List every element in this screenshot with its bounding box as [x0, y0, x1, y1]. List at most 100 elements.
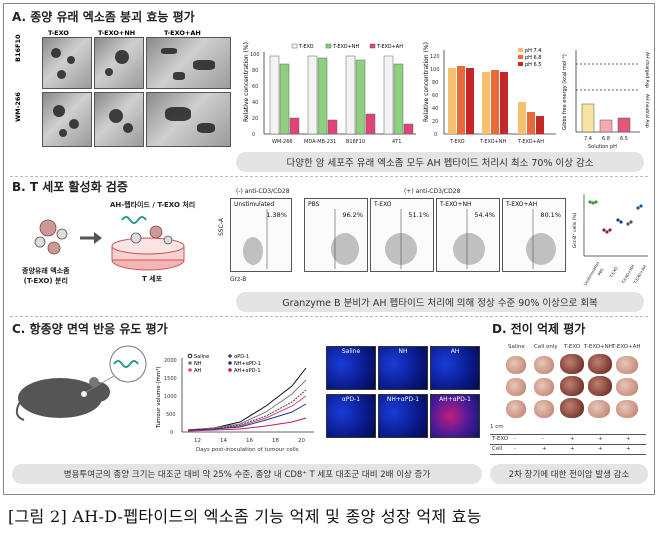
scatter-xlabel: PBS [597, 267, 605, 277]
tumour-ytick: 2000 [164, 358, 177, 364]
lung-image [560, 376, 584, 396]
lung-cell: + [570, 436, 575, 442]
tumour-ytick: 0 [170, 430, 173, 436]
section-d-caption: 2차 장기에 대한 전이암 발생 감소 [490, 464, 648, 484]
tumour-volume-chart: Tumour volume (mm³) 0 500 1000 1500 2000… [155, 353, 314, 453]
figure-caption: [그림 2] AH-D-펩타이드의 엑소좀 기능 억제 및 종양 성장 억제 효… [8, 507, 482, 526]
chart2-ytick: 80 [432, 80, 438, 86]
microscopy-label: NH [398, 348, 408, 355]
chart2-xlabel: T-EXO+AH [517, 139, 544, 145]
chart2-ytick: 20 [432, 119, 438, 125]
chart1-xlabel: 4T1 [392, 139, 401, 145]
chart2-legend: pH 6.8 [525, 55, 541, 61]
section-b-title: B. T 세포 활성화 검증 [12, 180, 128, 194]
flow-ylabel: SSC-A [218, 218, 225, 236]
flow-panel-pct: 51.1% [408, 211, 429, 219]
chart2-ytick: 40 [432, 106, 438, 112]
lung-col-label: T-EXO+AH [612, 344, 641, 350]
lung-image [616, 356, 638, 374]
chart1-ytick: 40 [252, 100, 258, 106]
microscopy-image: Saline [326, 346, 376, 390]
chart1-ytick: 60 [252, 84, 258, 90]
chart1-legend: T-EXO [298, 44, 314, 50]
lung-image [588, 400, 610, 418]
figure-frame: A. 종양 유래 엑소좀 붕괴 효능 평가 T-EXO T-EXO+NH T-E… [3, 3, 655, 495]
flow-header-pos: (+) anti-CD3/CD28 [404, 188, 461, 195]
lung-image [616, 378, 638, 396]
chart3-xtick: 7.4 [584, 136, 592, 142]
em-image [146, 92, 231, 147]
tumour-legend: AH [194, 368, 201, 374]
lung-image [588, 376, 612, 396]
flow-panel-title: T-EXO [374, 201, 392, 208]
section-c-title: C. 항종양 면역 반응 유도 평가 [12, 322, 168, 336]
divider [10, 316, 648, 317]
em-col-label: T-EXO+AH [164, 29, 201, 37]
chart2-legend: pH 6.5 [525, 62, 541, 68]
flow-header-neg: (-) anti-CD3/CD28 [236, 188, 290, 195]
em-row-label: B16F10 [14, 34, 22, 63]
chart1-legend: T-EXO+AH [376, 44, 403, 50]
tumour-legend: Saline [194, 354, 209, 360]
em-image [146, 37, 231, 89]
flow-panel-title: T-EXO+AH [506, 201, 538, 208]
flow-panel-title: Unstimulated [234, 201, 275, 208]
tumour-legend: αPD-1 [234, 354, 249, 360]
microscopy-image: AH+αPD-1 [430, 394, 480, 438]
chart2-xlabel: T-EXO+NH [479, 139, 507, 145]
lung-col-label: Cell only [534, 344, 558, 350]
microscopy-label: αPD-1 [341, 396, 361, 403]
tumour-xtick: 18 [272, 438, 279, 444]
em-image [42, 92, 92, 147]
chart2-ytick: 100 [430, 67, 440, 73]
lung-image [506, 378, 526, 396]
section-a-caption: 다양한 암 세포주 유래 엑소좀 모두 AH 펩타이드 처리시 최소 70% 이… [236, 152, 644, 172]
chart2-ytick: 0 [434, 132, 437, 138]
chart1-ylabel: Relative concentration (%) [243, 42, 250, 122]
lung-image [616, 400, 638, 418]
section-a-title: A. 종양 유래 엑소좀 붕괴 효능 평가 [12, 10, 195, 24]
chart3-ylabel: Gibbs free energy (kcal mol⁻¹) [562, 54, 568, 130]
chart3-xlabel: Solution pH [588, 144, 617, 150]
divider [10, 176, 648, 177]
flow-panel-pbs: PBS 96.2% [304, 198, 368, 272]
chart1-legend: T-EXO+NH [332, 44, 360, 50]
em-image [42, 37, 92, 89]
lung-image [560, 354, 584, 374]
lung-row-label: Cell [492, 446, 503, 452]
scatter-xlabel: T-EXO [608, 266, 619, 279]
section-c-caption: 병용투여군의 종양 크기는 대조군 대비 약 25% 수준, 종양 내 CD8⁺… [12, 464, 482, 484]
section-d-title: D. 전이 억제 평가 [492, 322, 586, 336]
lung-cell: + [570, 446, 575, 452]
lung-image [560, 398, 584, 418]
lung-cell: + [598, 446, 603, 452]
flow-panel-pct: 1.38% [266, 211, 287, 219]
t-exo-isolation-label: 종양유래 엑소좀 (T-EXO) 분리 [22, 267, 70, 285]
lung-cell: - [542, 436, 544, 442]
chart1-xlabel: B16F10 [346, 139, 365, 145]
scale-bar-label: 1 cm [490, 424, 504, 430]
section-b-caption: Granzyme B 분비가 AH 펩타이드 처리에 의해 정상 수준 90% … [236, 292, 644, 312]
chart3-xtick: 6.8 [602, 136, 610, 142]
lung-panel: Saline Cell only T-EXO T-EXO+NH T-EXO+AH… [490, 342, 648, 458]
microscopy-label: AH+αPD-1 [439, 396, 471, 403]
microscopy-label: NH+αPD-1 [386, 396, 420, 403]
flow-panel-title: T-EXO+NH [440, 201, 472, 208]
chart2-xlabel: T-EXO [449, 139, 465, 145]
grzb-scatter-plot: Grz-B⁺ cells (%) Unstimulated PBS T-EXO … [572, 194, 648, 287]
lung-cell: + [542, 446, 547, 452]
lung-cell: + [598, 436, 603, 442]
concentration-chart-ph: Relative concentration (%) 0 20 40 60 80… [423, 42, 556, 145]
microscopy-image: αPD-1 [326, 394, 376, 438]
chart2-legend: pH 7.4 [525, 48, 541, 54]
chart1-xlabel: MDA-MB-231 [304, 139, 336, 145]
flow-panel-texo: T-EXO 51.1% [370, 198, 434, 272]
flow-panel-pct: 96.2% [342, 211, 363, 219]
tumour-xtick: 20 [298, 438, 305, 444]
tumour-ytick: 500 [166, 412, 176, 418]
lung-image [588, 354, 612, 374]
lung-col-label: Saline [508, 344, 525, 350]
mouse-illustration [15, 345, 147, 421]
tumour-legend: AH+αPD-1 [234, 368, 261, 374]
lung-col-label: T-EXO [564, 344, 581, 350]
